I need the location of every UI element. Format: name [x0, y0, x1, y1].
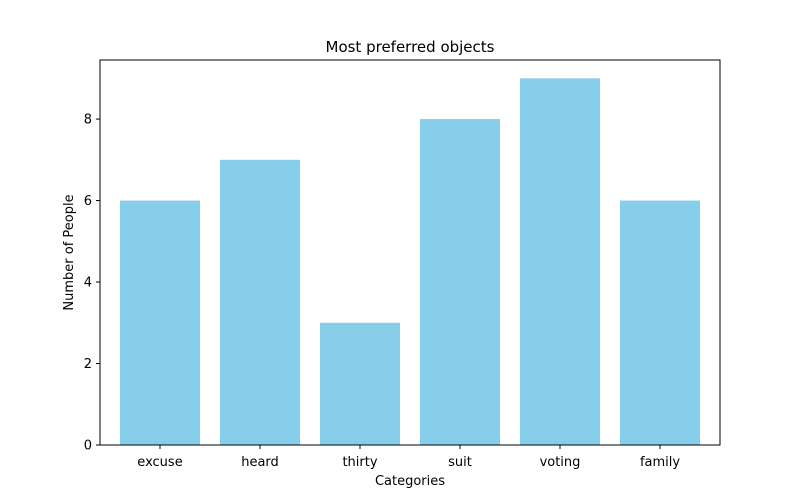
- bar-heard: [220, 159, 300, 445]
- bar-suit: [420, 119, 500, 446]
- y-tick-label: 6: [84, 194, 92, 209]
- x-axis-ticks: excuse heard thirty suit voting family: [137, 445, 680, 470]
- plot-frame: [99, 59, 721, 446]
- x-axis-label: Categories: [375, 474, 445, 489]
- bar-family: [620, 200, 700, 445]
- x-tick-label: suit: [448, 455, 472, 470]
- y-tick-label: 2: [84, 357, 92, 372]
- x-tick-label: thirty: [342, 455, 377, 470]
- x-tick-label: voting: [540, 455, 581, 470]
- bar-voting: [520, 78, 600, 445]
- x-tick-label: heard: [241, 455, 279, 470]
- x-tick-label: excuse: [137, 455, 182, 470]
- y-tick-label: 0: [84, 439, 92, 454]
- bar-thirty: [320, 322, 400, 445]
- y-tick-label: 4: [84, 276, 92, 291]
- bar-excuse: [120, 200, 200, 445]
- bars-group: [120, 78, 700, 446]
- x-tick-label: family: [640, 455, 680, 470]
- y-axis-label: Number of People: [62, 194, 77, 310]
- y-axis-ticks: 0 2 4 6 8: [84, 113, 100, 454]
- chart-title: Most preferred objects: [326, 38, 495, 56]
- y-tick-label: 8: [84, 113, 92, 128]
